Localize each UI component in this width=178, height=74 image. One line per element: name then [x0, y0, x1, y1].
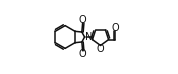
Text: O: O [97, 44, 104, 54]
Text: O: O [79, 49, 87, 59]
Text: O: O [79, 15, 87, 25]
Text: O: O [111, 23, 119, 33]
Text: N: N [85, 32, 93, 42]
